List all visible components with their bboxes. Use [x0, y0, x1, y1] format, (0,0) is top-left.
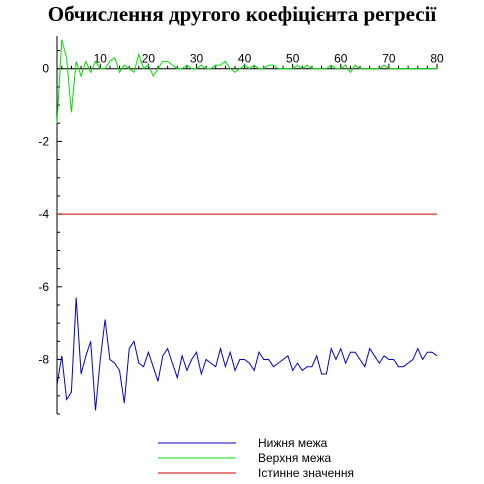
legend-item-upper-bound: Верхня межа	[158, 451, 331, 465]
legend-item-true-value: Істинне значення	[158, 466, 354, 480]
y-tick-label: -6	[38, 280, 49, 294]
legend-label: Нижня межа	[258, 436, 328, 450]
x-tick-label: 80	[430, 52, 444, 66]
chart-title: Обчислення другого коефіцієнта регресії	[47, 2, 437, 26]
legend-label: Верхня межа	[258, 451, 331, 465]
x-tick-label: 20	[142, 52, 156, 66]
legend-label: Істинне значення	[258, 466, 354, 480]
chart-axes: 0 -2 -4 -6 -8 10 20 30 40 50 60 70 80	[38, 36, 444, 415]
x-tick-label: 50	[286, 52, 300, 66]
x-tick-label: 10	[94, 52, 108, 66]
y-tick-label: 0	[42, 62, 49, 76]
legend-item-lower-bound: Нижня межа	[158, 436, 328, 450]
x-tick-label: 30	[190, 52, 204, 66]
x-tick-label: 60	[334, 52, 348, 66]
y-tick-label: -4	[38, 207, 49, 221]
series-line-upper-bound	[56, 39, 437, 124]
series-line-lower-bound	[56, 297, 438, 411]
x-tick-label: 40	[238, 52, 252, 66]
chart-series-layer	[56, 39, 438, 411]
x-tick-label: 70	[382, 52, 396, 66]
y-tick-label: -2	[38, 134, 49, 148]
y-tick-label: -8	[38, 352, 49, 366]
